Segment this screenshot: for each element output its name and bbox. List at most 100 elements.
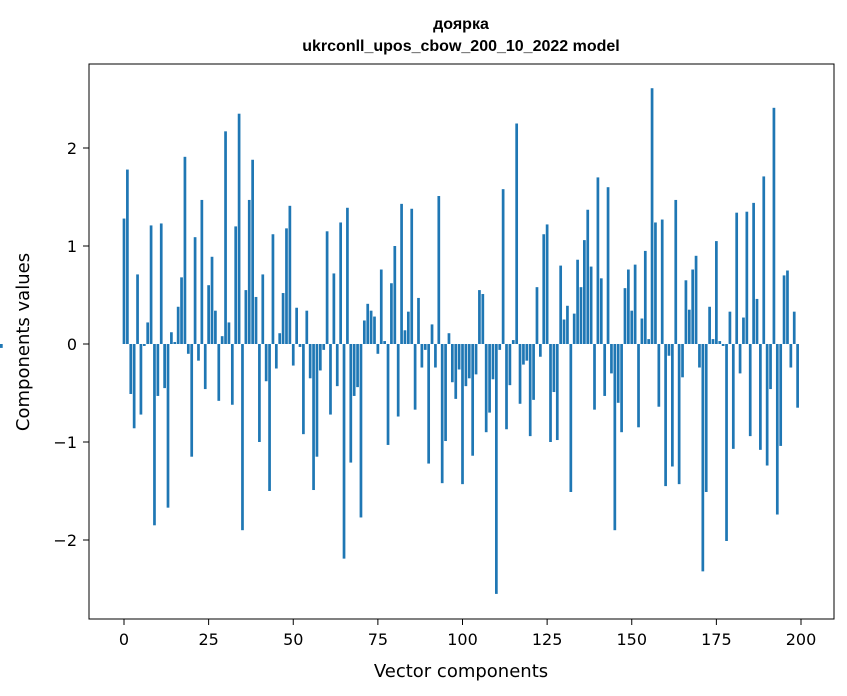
bar xyxy=(400,203,403,344)
bar xyxy=(650,88,654,344)
bar xyxy=(258,344,261,442)
bar xyxy=(782,275,786,344)
y-axis-label: Components values xyxy=(13,253,34,431)
bar xyxy=(335,344,339,387)
bar xyxy=(352,344,356,396)
bar xyxy=(484,344,488,433)
bar xyxy=(271,234,275,344)
bar xyxy=(572,313,576,344)
bar xyxy=(660,219,664,344)
bar xyxy=(752,202,755,344)
bar xyxy=(450,344,454,383)
bar xyxy=(522,344,525,365)
bar xyxy=(620,344,623,433)
bar xyxy=(139,344,143,415)
bar xyxy=(146,322,150,344)
bar xyxy=(288,205,292,344)
bar xyxy=(186,344,190,354)
bar xyxy=(789,344,793,368)
bar xyxy=(291,344,295,366)
bar xyxy=(721,344,725,346)
x-tick-label: 200 xyxy=(786,630,817,649)
bar xyxy=(606,187,610,344)
bar xyxy=(694,255,698,344)
bar xyxy=(769,344,772,390)
bar xyxy=(786,270,789,344)
bar xyxy=(545,224,549,344)
bar xyxy=(183,156,187,344)
bar xyxy=(674,199,678,344)
x-tick-label: 125 xyxy=(532,630,563,649)
bar xyxy=(210,256,214,344)
bar xyxy=(731,344,735,449)
bar xyxy=(518,344,522,404)
bar xyxy=(562,319,566,344)
bar xyxy=(616,344,620,403)
bar xyxy=(318,344,322,371)
y-tick-label: −1 xyxy=(53,433,77,452)
bar xyxy=(234,226,238,344)
bar xyxy=(549,344,552,442)
bar xyxy=(745,211,749,344)
bar xyxy=(505,344,508,430)
bar xyxy=(285,228,288,344)
plot-frame xyxy=(88,63,835,620)
bar xyxy=(126,169,129,344)
bar xyxy=(555,344,559,441)
y-tick-label: 1 xyxy=(67,237,77,256)
bar xyxy=(325,231,329,344)
bar xyxy=(535,287,539,344)
bar xyxy=(308,344,312,379)
bar xyxy=(481,294,485,344)
bar xyxy=(410,208,414,344)
bar xyxy=(488,344,491,413)
bar xyxy=(589,266,593,344)
y-tick-label: −2 xyxy=(53,531,77,550)
bar xyxy=(342,344,346,559)
bar xyxy=(667,344,671,356)
bar xyxy=(440,344,444,484)
bar xyxy=(586,209,590,344)
bar xyxy=(349,344,353,463)
bar xyxy=(643,250,647,344)
bar xyxy=(305,310,309,344)
bar xyxy=(765,344,769,466)
bar xyxy=(569,344,573,492)
bar xyxy=(200,199,204,344)
bar xyxy=(383,341,386,344)
bar xyxy=(511,340,515,344)
bar xyxy=(630,310,634,344)
bar xyxy=(366,303,370,344)
bar xyxy=(437,196,441,344)
bar xyxy=(420,344,424,368)
x-tick-label: 100 xyxy=(447,630,478,649)
bar xyxy=(220,336,224,344)
bar xyxy=(261,274,265,344)
bar xyxy=(396,344,400,417)
bar xyxy=(369,310,373,344)
bar xyxy=(559,265,563,344)
bar xyxy=(434,344,437,368)
bar xyxy=(593,344,596,410)
bar xyxy=(738,344,742,374)
bar xyxy=(373,316,376,344)
bar xyxy=(718,341,722,344)
bar xyxy=(728,311,732,344)
bar xyxy=(207,285,210,344)
bar xyxy=(495,344,498,594)
bar xyxy=(214,310,217,344)
bar xyxy=(136,274,139,344)
bar xyxy=(603,344,607,396)
bar xyxy=(508,344,512,386)
bar xyxy=(237,113,241,344)
bar xyxy=(163,344,166,389)
bar xyxy=(742,317,745,344)
bar xyxy=(755,298,759,344)
bar xyxy=(217,344,221,401)
bar xyxy=(390,283,393,344)
bar xyxy=(792,311,796,344)
bar xyxy=(735,212,739,344)
bar xyxy=(491,344,495,380)
bar xyxy=(332,273,336,344)
bar xyxy=(664,344,667,487)
